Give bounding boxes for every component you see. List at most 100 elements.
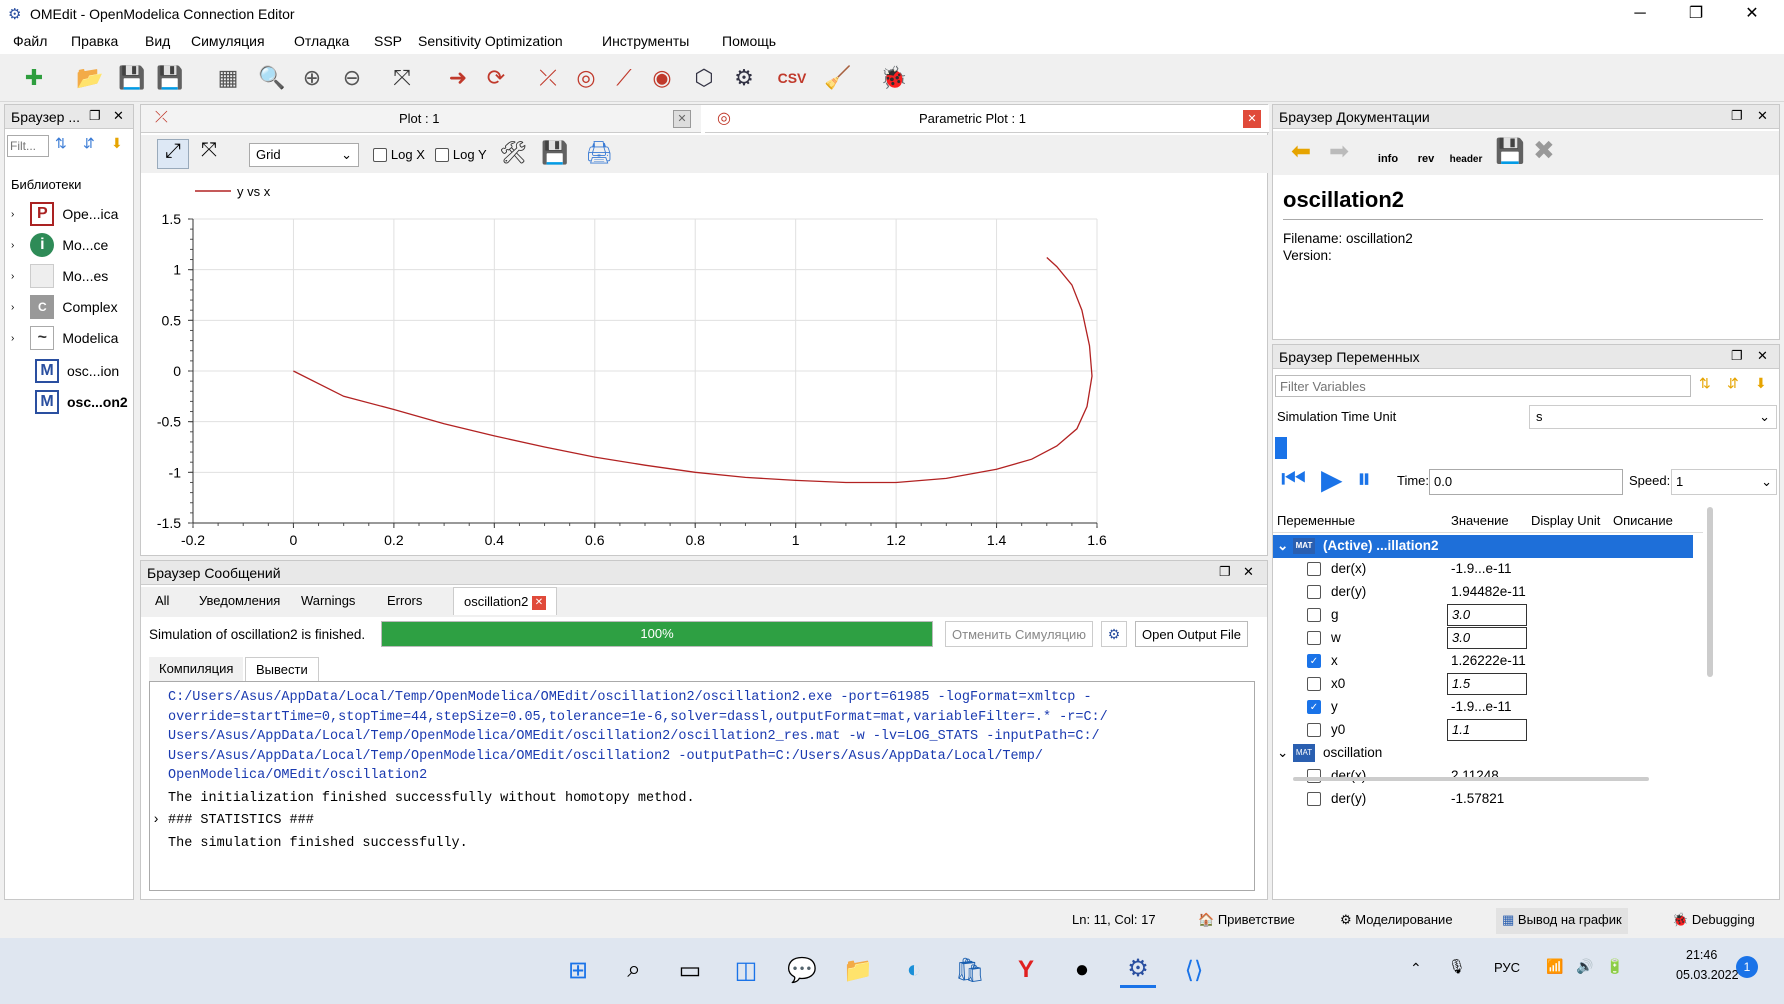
float-icon[interactable]: ❐ [1219,564,1231,579]
variable-checkbox[interactable] [1307,792,1321,806]
menu-help[interactable]: Помощь [722,33,777,49]
tree-group-active[interactable]: ⌄ MAT (Active) ...illation2 [1273,535,1693,558]
restore-button[interactable]: ❐ [1688,5,1704,22]
menu-edit[interactable]: Правка [71,33,119,49]
new-file-icon[interactable]: ✚ [24,65,44,90]
library-item-modelica[interactable]: › ~ Modelica [11,325,118,351]
variable-value-input[interactable]: 1.5 [1447,673,1527,695]
variable-checkbox[interactable] [1307,631,1321,645]
tree-group-oscillation[interactable]: ⌄ MAT oscillation [1273,742,1693,765]
save-icon[interactable]: 💾 [118,65,146,90]
vscode-icon[interactable]: ⟨⟩ [1184,956,1204,984]
close-icon[interactable]: ✕ [673,110,691,128]
search-icon[interactable]: ⌕ [627,956,641,983]
settings-tools-icon[interactable]: 🛠 [499,140,527,165]
menu-file[interactable]: Файл [13,33,48,49]
tab-plot-1[interactable]: ⤫ Plot : 1 ✕ [141,105,701,133]
variable-checkbox[interactable] [1307,723,1321,737]
chevron-right-icon[interactable]: › [152,813,161,828]
variable-checkbox[interactable] [1307,562,1321,576]
close-icon[interactable]: ✕ [531,595,546,610]
sim-time-unit-select[interactable]: s ⌄ [1529,405,1777,429]
clear-icon[interactable]: 🧹 [824,65,852,90]
column-value[interactable]: Значение [1451,513,1509,528]
subtab-compilation[interactable]: Компиляция [149,657,244,681]
check-model-icon[interactable]: ➜ [448,65,468,90]
simulate-icon[interactable]: ⟳ [486,65,506,90]
variable-row[interactable]: w 3.0 [1273,627,1693,650]
perspective-modeling[interactable]: ⚙ Моделирование [1334,908,1459,934]
close-icon[interactable]: ✕ [1243,564,1254,579]
variable-row[interactable]: g 3.0 [1273,604,1693,627]
store-icon[interactable]: 🛍 [954,956,986,984]
open-output-file-button[interactable]: Open Output File [1135,621,1248,647]
forward-arrow-icon[interactable]: ➡ [1329,138,1350,165]
file-explorer-icon[interactable]: 📁 [843,956,873,984]
language-indicator[interactable]: РУС [1494,960,1521,975]
logy-checkbox[interactable]: Log Y [435,146,487,163]
chevron-down-icon[interactable]: ⌄ [1277,745,1289,760]
variable-checkbox[interactable] [1307,585,1321,599]
library-filter-input[interactable] [7,135,49,157]
clock-time[interactable]: 21:46 [1686,948,1718,962]
library-item-modelicaservices[interactable]: › Mo...es [11,263,108,289]
logx-checkbox[interactable]: Log X [373,146,425,163]
fit-icon[interactable]: ⤧ [393,65,411,90]
tab-notifications[interactable]: Уведомления [199,593,281,608]
collapse-all-icon[interactable]: ⇵ [1727,375,1739,391]
yandex-icon[interactable]: Y [1017,956,1034,983]
tab-warnings[interactable]: Warnings [301,593,356,608]
speed-select[interactable]: 1 ⌄ [1671,469,1777,495]
chevron-down-icon[interactable]: ⌄ [1277,538,1289,553]
print-icon[interactable]: 🖨 [585,140,613,165]
variable-value-input[interactable]: 1.1 [1447,719,1527,741]
plot-icon[interactable]: ⤫ [539,65,557,90]
debugger-icon[interactable]: 🐞 [880,65,908,90]
sort-asc-icon[interactable]: ⇅ [55,135,67,151]
parametric-plot-icon[interactable]: ◎ [576,65,596,90]
tab-parametric-plot-1[interactable]: ◎ Parametric Plot : 1 ✕ [705,105,1269,133]
perspective-welcome[interactable]: 🏠 Приветствие [1192,908,1301,934]
filter-arrow-icon[interactable]: ⬇ [1755,375,1767,391]
float-icon[interactable]: ❐ [1731,108,1743,123]
start-icon[interactable]: ⊞ [567,956,589,984]
float-icon[interactable]: ❐ [1731,348,1743,363]
menu-debug[interactable]: Отладка [294,33,350,49]
vertical-scrollbar[interactable] [1707,507,1713,677]
steam-icon[interactable]: ● [1074,956,1090,983]
filter-variables-input[interactable] [1275,375,1691,397]
close-icon[interactable]: ✕ [1243,110,1261,128]
revisions-button[interactable]: rev [1417,153,1435,165]
zoom-icon[interactable]: 🔍 [258,65,286,90]
library-item-modelicareference[interactable]: › i Mo...ce [11,232,108,258]
battery-icon[interactable]: 🔋 [1606,958,1624,974]
collapse-icon[interactable]: ⬇ [111,135,123,151]
time-slider[interactable] [1275,433,1777,459]
save-doc-icon[interactable]: 💾 [1495,138,1525,165]
column-description[interactable]: Описание [1613,513,1673,528]
variable-row[interactable]: der(x) -1.9...e-11 [1273,558,1693,581]
grid-select[interactable]: Grid ⌄ [249,143,359,167]
menu-simulation[interactable]: Симуляция [191,33,265,49]
info-button[interactable]: info [1377,153,1399,165]
csv-export-icon[interactable]: CSV [777,70,807,86]
sim-settings-icon[interactable]: ⚙ [1101,621,1127,647]
rewind-icon[interactable]: ⏮ [1281,463,1307,494]
column-variables[interactable]: Переменные [1277,513,1356,528]
variable-row[interactable]: ✓ y -1.9...e-11 [1273,696,1693,719]
horizontal-scrollbar[interactable] [1293,777,1649,781]
column-display-unit[interactable]: Display Unit [1531,513,1601,528]
header-button[interactable]: header [1449,154,1483,165]
menu-tools[interactable]: Инструменты [602,33,690,49]
save-plot-icon[interactable]: 💾 [541,140,569,165]
time-input[interactable]: 0.0 [1429,469,1623,495]
library-item-openmodelica[interactable]: › P Ope...ica [11,201,118,227]
close-window-button[interactable]: ✕ [1745,5,1759,22]
widgets-icon[interactable]: ◫ [734,956,758,984]
variable-checkbox[interactable] [1307,608,1321,622]
sort-desc-icon[interactable]: ⇵ [83,135,95,151]
variable-checkbox[interactable]: ✓ [1307,700,1321,714]
close-icon[interactable]: ✕ [1757,348,1768,363]
open-folder-icon[interactable]: 📂 [76,65,104,90]
